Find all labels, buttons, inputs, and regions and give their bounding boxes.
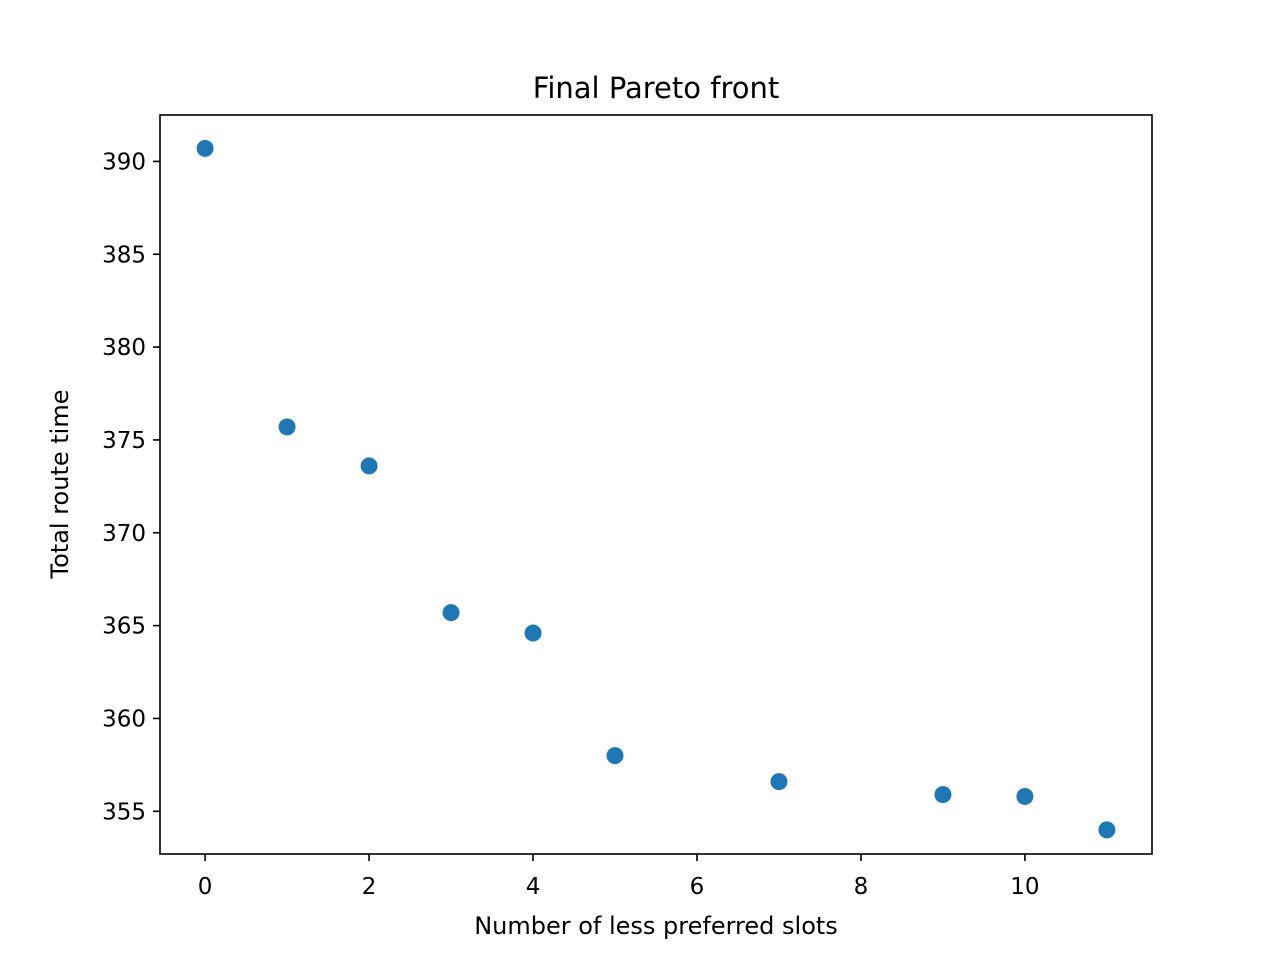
- data-point: [196, 139, 214, 157]
- y-tick-label: 355: [102, 799, 146, 825]
- data-point: [1098, 821, 1116, 839]
- y-axis-ticks: 355 360 365 370 375 380 385 390: [102, 149, 160, 825]
- y-tick-label: 390: [102, 149, 146, 175]
- chart-title: Final Pareto front: [533, 71, 779, 105]
- data-point: [1016, 787, 1034, 805]
- y-tick-label: 360: [102, 706, 146, 732]
- plot-frame: [159, 114, 1153, 855]
- y-axis-label: Total route time: [46, 390, 74, 580]
- x-tick-label: 10: [1010, 874, 1039, 900]
- y-tick-label: 375: [102, 428, 146, 454]
- data-point: [442, 604, 460, 622]
- x-tick-label: 4: [526, 874, 541, 900]
- data-point: [606, 747, 624, 765]
- y-tick-label: 385: [102, 242, 146, 268]
- y-tick-label: 365: [102, 614, 146, 640]
- y-tick-label: 380: [102, 335, 146, 361]
- x-axis-ticks: 0 2 4 6 8 10: [198, 854, 1040, 900]
- data-point: [360, 457, 378, 475]
- data-point: [770, 773, 788, 791]
- data-points: [196, 139, 1116, 839]
- x-tick-label: 8: [854, 874, 869, 900]
- data-point: [934, 786, 952, 804]
- x-tick-label: 0: [198, 874, 213, 900]
- data-point: [524, 624, 542, 642]
- y-tick-label: 370: [102, 521, 146, 547]
- x-tick-label: 6: [690, 874, 705, 900]
- data-point: [278, 418, 296, 436]
- x-tick-label: 2: [362, 874, 377, 900]
- x-axis-label: Number of less preferred slots: [474, 912, 838, 940]
